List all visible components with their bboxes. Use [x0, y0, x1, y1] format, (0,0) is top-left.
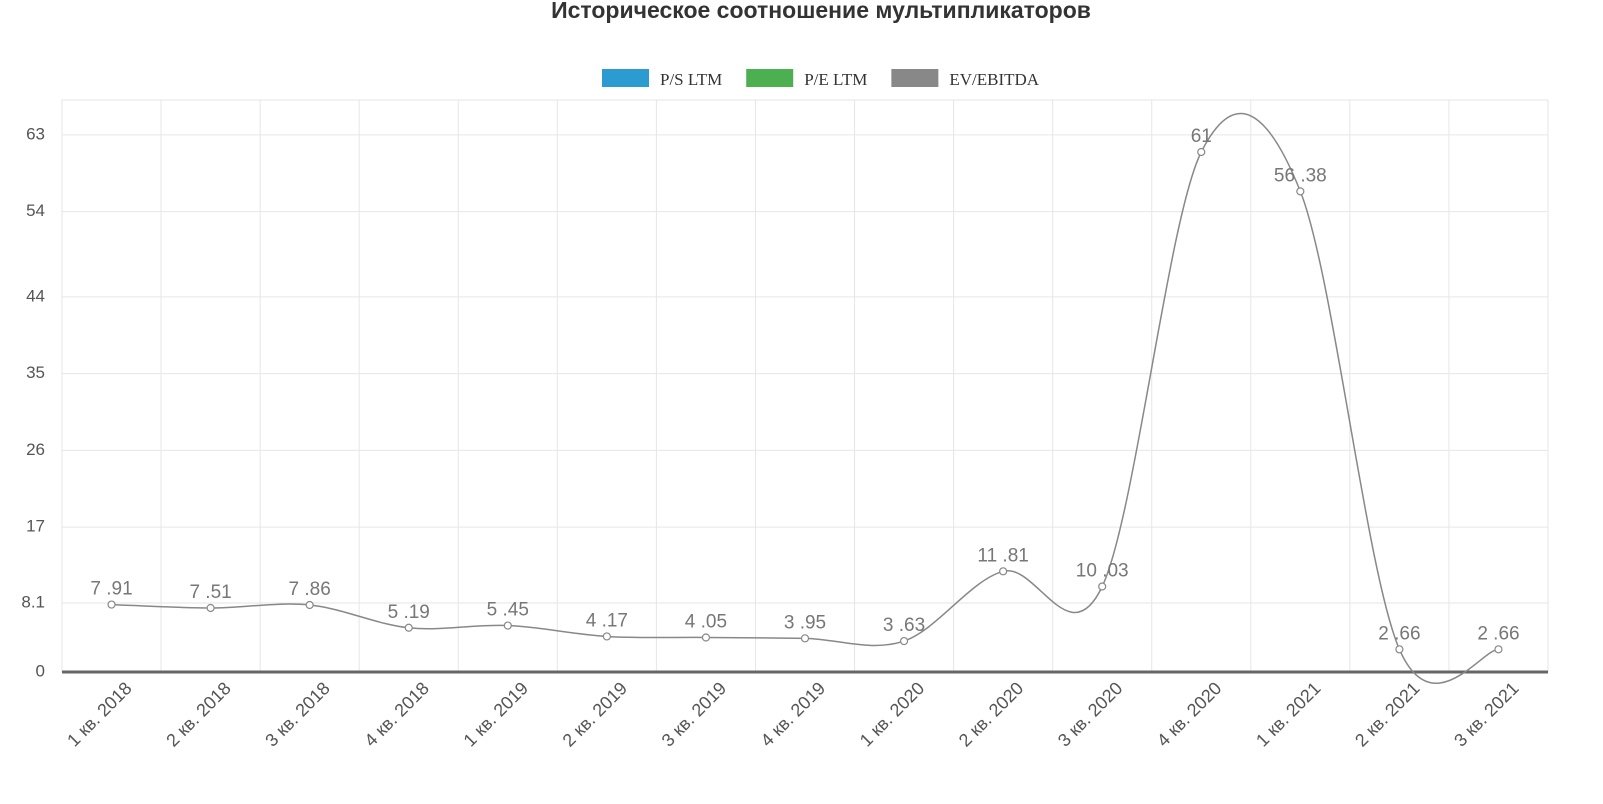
x-tick-label: 2 кв. 2020: [955, 678, 1027, 750]
y-tick-label: 26: [26, 440, 45, 459]
data-label: 7 .51: [189, 582, 231, 603]
data-point: [305, 600, 314, 610]
data-point: [503, 621, 512, 630]
y-tick-label: 0: [36, 661, 45, 680]
y-tick-label: 63: [26, 124, 45, 143]
series-line: [111, 112, 1499, 684]
y-tick-label: 54: [26, 201, 45, 220]
x-tick-label: 3 кв. 2019: [658, 678, 730, 750]
x-tick-label: 2 кв. 2019: [559, 678, 631, 750]
x-tick-label: 4 кв. 2018: [360, 678, 432, 750]
x-tick-label: 1 кв. 2021: [1252, 678, 1324, 750]
data-label: 7 .86: [289, 579, 331, 600]
data-label: 4 .17: [586, 610, 628, 631]
data-point: [1395, 645, 1404, 654]
x-tick-label: 2 кв. 2021: [1351, 678, 1423, 750]
data-point: [206, 603, 215, 613]
x-tick-label: 1 кв. 2020: [856, 678, 928, 750]
y-tick-label: 8.1: [21, 592, 45, 611]
legend-swatch: [602, 69, 649, 87]
data-point: [1098, 582, 1107, 591]
legend-swatch: [891, 69, 939, 87]
legend-label: EV/EBITDA: [949, 70, 1039, 89]
legend-label: P/S LTM: [660, 70, 722, 89]
data-label: 2 .66: [1378, 623, 1420, 644]
data-label: 2 .66: [1477, 623, 1519, 644]
data-label: 10 .03: [1076, 561, 1129, 582]
y-tick-label: 17: [26, 517, 45, 536]
x-tick-label: 2 кв. 2018: [162, 678, 234, 750]
x-tick-label: 4 кв. 2019: [757, 678, 829, 750]
data-point: [1296, 187, 1305, 196]
data-label: 3 .63: [883, 615, 925, 636]
x-tick-label: 1 кв. 2018: [63, 678, 135, 750]
data-point: [701, 633, 711, 642]
data-point: [899, 636, 909, 646]
x-tick-label: 1 кв. 2019: [460, 678, 532, 750]
x-tick-label: 3 кв. 2020: [1054, 678, 1126, 750]
data-point: [1494, 645, 1503, 654]
data-label: 5 .19: [388, 602, 430, 623]
data-point: [107, 600, 116, 609]
legend-swatch: [746, 69, 794, 87]
y-tick-label: 44: [26, 286, 45, 305]
y-tick-label: 35: [26, 363, 45, 382]
data-label: 61: [1191, 126, 1212, 147]
data-label: 7 .91: [90, 579, 132, 600]
data-label: 4 .05: [685, 611, 727, 632]
chart-title: Историческое соотношение мультипликаторо…: [551, 0, 1091, 23]
data-label: 3 .95: [784, 612, 826, 633]
data-point: [800, 634, 810, 643]
x-tick-label: 3 кв. 2021: [1450, 678, 1522, 750]
data-point: [602, 632, 611, 641]
legend-label: P/E LTM: [804, 70, 867, 89]
x-tick-label: 4 кв. 2020: [1153, 678, 1225, 750]
data-point: [1197, 147, 1206, 157]
data-label: 5 .45: [487, 600, 529, 621]
data-point: [404, 623, 413, 632]
data-point: [999, 567, 1008, 576]
data-label: 56 .38: [1274, 165, 1327, 186]
x-tick-label: 3 кв. 2018: [261, 678, 333, 750]
data-label: 11 .81: [977, 545, 1028, 566]
